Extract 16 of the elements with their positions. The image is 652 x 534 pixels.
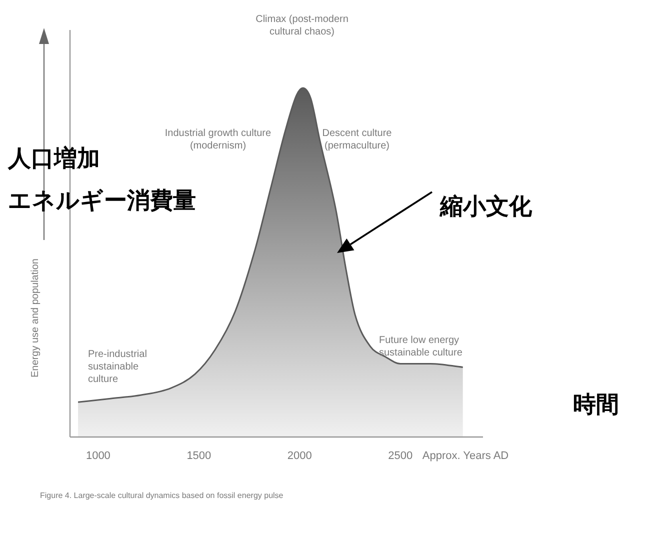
x-tick-label: 2000 [287, 450, 312, 462]
annotation: Future low energy sustainable culture [379, 335, 463, 358]
x-tick-label: 1500 [186, 450, 212, 462]
y-axis-title: Energy use and population [30, 258, 41, 378]
caption: Figure 4. Large-scale cultural dynamics based on fossil energy pulse [40, 491, 284, 500]
text: 時間 [573, 391, 619, 417]
annotation: 人口増加 [7, 145, 100, 171]
annotation: Descent culture (permaculture) [322, 128, 392, 152]
x-axis-title: Approx. Years AD [422, 450, 509, 462]
text: Climax (post-modern cultural chaos) [256, 14, 348, 38]
x-tick-label: 1000 [86, 450, 110, 462]
x-tick-label: 2500 [388, 450, 413, 462]
annotation: Industrial growth culture (modernism) [164, 128, 272, 152]
annotation: 縮小文化 [439, 193, 533, 219]
annotation: Pre-industrial sustainable culture [88, 349, 147, 385]
annotation: エネルギー消費量 [8, 187, 196, 213]
